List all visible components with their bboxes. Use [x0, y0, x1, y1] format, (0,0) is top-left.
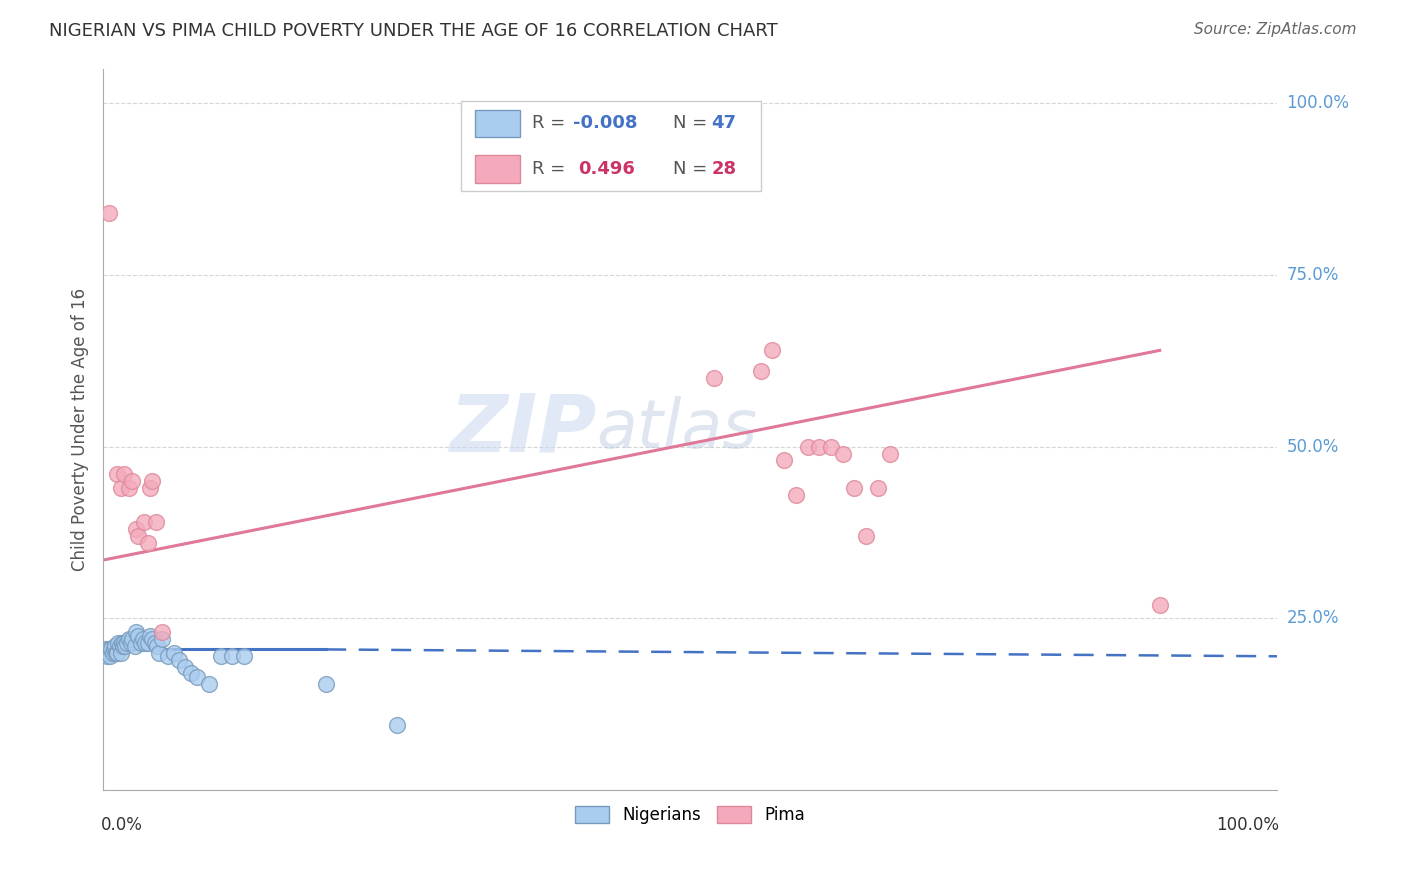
- Point: [104, 639, 127, 653]
- Point: [94, 642, 117, 657]
- Point: [180, 666, 202, 681]
- Text: 100.0%: 100.0%: [1216, 815, 1279, 834]
- Text: 0.0%: 0.0%: [101, 815, 142, 834]
- Point: [112, 635, 135, 649]
- Point: [127, 529, 149, 543]
- Text: Source: ZipAtlas.com: Source: ZipAtlas.com: [1194, 22, 1357, 37]
- Point: [209, 649, 232, 664]
- Point: [145, 515, 167, 529]
- Point: [136, 635, 159, 649]
- Text: 0.496: 0.496: [579, 160, 636, 178]
- Point: [221, 649, 243, 664]
- Point: [108, 639, 131, 653]
- Point: [127, 629, 149, 643]
- Point: [134, 515, 156, 529]
- Point: [110, 646, 132, 660]
- Point: [761, 343, 783, 358]
- Point: [820, 440, 842, 454]
- Point: [118, 481, 141, 495]
- Point: [143, 635, 166, 649]
- Point: [844, 481, 866, 495]
- Point: [118, 632, 141, 646]
- Point: [785, 488, 807, 502]
- FancyBboxPatch shape: [475, 155, 520, 183]
- Point: [107, 635, 129, 649]
- Point: [110, 481, 132, 495]
- Point: [100, 642, 122, 657]
- Text: 50.0%: 50.0%: [1286, 438, 1339, 456]
- Point: [112, 467, 135, 482]
- Text: N =: N =: [672, 114, 713, 132]
- Point: [125, 625, 148, 640]
- Text: NIGERIAN VS PIMA CHILD POVERTY UNDER THE AGE OF 16 CORRELATION CHART: NIGERIAN VS PIMA CHILD POVERTY UNDER THE…: [49, 22, 778, 40]
- Point: [1149, 598, 1171, 612]
- Text: 25.0%: 25.0%: [1286, 609, 1339, 627]
- Point: [162, 646, 184, 660]
- FancyBboxPatch shape: [461, 101, 761, 191]
- Point: [136, 536, 159, 550]
- Point: [121, 632, 143, 646]
- Point: [125, 522, 148, 536]
- Point: [150, 632, 173, 646]
- Text: 47: 47: [711, 114, 737, 132]
- Point: [385, 718, 408, 732]
- Point: [186, 670, 208, 684]
- Point: [105, 646, 128, 660]
- Point: [831, 446, 853, 460]
- Point: [233, 649, 256, 664]
- Point: [132, 632, 155, 646]
- Y-axis label: Child Poverty Under the Age of 16: Child Poverty Under the Age of 16: [72, 288, 89, 571]
- Point: [115, 635, 138, 649]
- Point: [98, 649, 121, 664]
- Point: [139, 481, 162, 495]
- Point: [866, 481, 889, 495]
- Point: [114, 639, 136, 653]
- Point: [101, 646, 124, 660]
- Text: -0.008: -0.008: [572, 114, 637, 132]
- Text: 75.0%: 75.0%: [1286, 266, 1339, 284]
- Point: [97, 646, 120, 660]
- Text: R =: R =: [531, 114, 571, 132]
- Point: [124, 639, 146, 653]
- Point: [197, 677, 219, 691]
- Point: [105, 467, 128, 482]
- Point: [703, 371, 725, 385]
- Text: N =: N =: [672, 160, 713, 178]
- Point: [156, 649, 179, 664]
- Point: [879, 446, 901, 460]
- Point: [134, 635, 156, 649]
- Point: [129, 635, 152, 649]
- Point: [141, 632, 163, 646]
- Text: R =: R =: [531, 160, 571, 178]
- Point: [315, 677, 337, 691]
- Point: [773, 453, 796, 467]
- Point: [120, 635, 142, 649]
- Point: [98, 206, 121, 220]
- Point: [139, 629, 162, 643]
- Point: [749, 364, 772, 378]
- Point: [105, 646, 128, 660]
- Point: [121, 474, 143, 488]
- Text: 100.0%: 100.0%: [1286, 94, 1350, 112]
- Legend: Nigerians, Pima: Nigerians, Pima: [568, 799, 811, 831]
- FancyBboxPatch shape: [475, 110, 520, 137]
- Point: [112, 639, 135, 653]
- Text: ZIP: ZIP: [449, 391, 596, 468]
- Point: [169, 653, 191, 667]
- Text: 28: 28: [711, 160, 737, 178]
- Point: [111, 635, 134, 649]
- Text: atlas: atlas: [596, 396, 758, 462]
- Point: [174, 659, 197, 673]
- Point: [141, 474, 163, 488]
- Point: [150, 625, 173, 640]
- Point: [96, 649, 118, 664]
- Point: [98, 642, 121, 657]
- Point: [103, 642, 125, 657]
- Point: [796, 440, 818, 454]
- Point: [146, 639, 169, 653]
- Point: [808, 440, 831, 454]
- Point: [148, 646, 170, 660]
- Point: [855, 529, 877, 543]
